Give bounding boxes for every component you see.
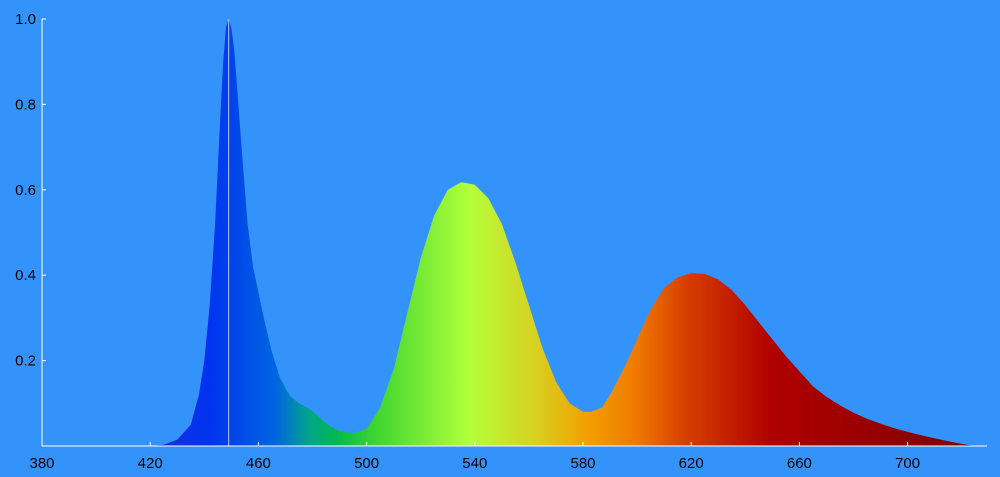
y-tick-label: 0.2: [15, 353, 36, 370]
y-tick-label: 0.8: [15, 96, 36, 113]
x-tick-label: 660: [787, 455, 812, 472]
x-tick-label: 420: [138, 455, 163, 472]
x-tick-label: 500: [354, 455, 379, 472]
x-tick-label: 700: [895, 455, 920, 472]
x-tick-label: 580: [570, 455, 595, 472]
spectrum-area: [150, 19, 976, 446]
x-tick-label: 460: [246, 455, 271, 472]
x-tick-label: 380: [29, 455, 54, 472]
x-tick-label: 540: [462, 455, 487, 472]
y-tick-label: 0.4: [15, 267, 36, 284]
y-tick-label: 1.0: [15, 11, 36, 28]
x-tick-label: 620: [679, 455, 704, 472]
y-tick-label: 0.6: [15, 182, 36, 199]
